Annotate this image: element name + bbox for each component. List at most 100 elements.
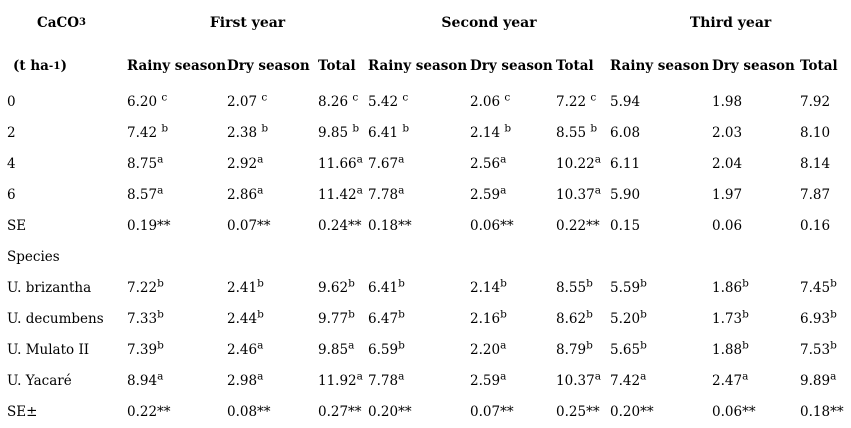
significance-letter: b <box>640 277 647 289</box>
table-cell: 8.10 <box>800 124 831 141</box>
table-cell: 9.85 b <box>318 122 360 141</box>
table-cell: 1.98 <box>712 93 743 110</box>
table-row: SE± 0.22** 0.08** 0.27** 0.20** 0.07** 0.25** 0… <box>0 396 851 427</box>
significance-letter: b <box>261 122 269 134</box>
significance-letter: c <box>590 91 597 103</box>
row-label: 2 <box>7 124 16 141</box>
table-cell: 7.22 c <box>556 91 597 110</box>
table-cell: 7.78a <box>368 370 405 389</box>
row-label: U. brizantha <box>7 279 92 296</box>
table-cell: 0.25** <box>556 403 600 420</box>
significance-letter: b <box>398 339 405 351</box>
significance-letter: a <box>356 153 363 165</box>
table-row: 2 7.42 b 2.38 b 9.85 b 6.41 b 2.14 b 8.55 b 6.0… <box>0 117 851 148</box>
table-cell: 6.08 <box>610 124 641 141</box>
table-cell: 0.06** <box>470 217 514 234</box>
row-label: 4 <box>7 155 16 172</box>
table-cell: 8.57a <box>127 184 164 203</box>
table-cell: 1.97 <box>712 186 743 203</box>
table-header: CaCO 3 (t ha -1) First year Second year Th… <box>0 0 851 86</box>
significance-letter: b <box>640 308 647 320</box>
table-cell: 10.37a <box>556 370 601 389</box>
row-label: Species <box>7 248 60 265</box>
table-cell: 9.77b <box>318 308 355 327</box>
table-cell: 1.86b <box>712 277 749 296</box>
significance-letter: a <box>500 153 507 165</box>
year-header-third: Third year <box>689 15 772 31</box>
table-cell: 8.55 b <box>556 122 598 141</box>
significance-letter: a <box>500 339 507 351</box>
year-header-first: First year <box>209 15 286 31</box>
col-header-dry-y3: Dry season <box>712 58 795 74</box>
table-row: 6 8.57a 2.86a 11.42a 7.78a 2.59a 10.37a 5.90 1.9… <box>0 179 851 210</box>
table-cell: 0.20** <box>368 403 412 420</box>
col-header-total-y2: Total <box>556 58 594 74</box>
table-body: 0 6.20 c 2.07 c 8.26 c 5.42 c 2.06 c 7.22 c 5.9… <box>0 86 851 427</box>
table-cell: 11.42a <box>318 184 363 203</box>
table-cell: 1.88b <box>712 339 749 358</box>
table-cell: 5.90 <box>610 186 641 203</box>
table-cell: 8.14 <box>800 155 831 172</box>
col-header-rainy-y1: Rainy season <box>127 58 227 74</box>
table-cell: 5.94 <box>610 93 641 110</box>
significance-letter: b <box>586 277 593 289</box>
table-cell: 7.33b <box>127 308 164 327</box>
table-cell: 6.11 <box>610 155 641 172</box>
row-label: SE± <box>7 403 38 420</box>
table-cell: 0.08** <box>227 403 271 420</box>
table-cell: 5.59b <box>610 277 647 296</box>
table-cell: 2.16b <box>470 308 507 327</box>
table-cell: 0.15 <box>610 217 641 234</box>
table-cell: 6.20 c <box>127 91 168 110</box>
table-cell: 2.44b <box>227 308 264 327</box>
significance-letter: b <box>742 308 749 320</box>
significance-letter: a <box>257 153 264 165</box>
significance-letter: a <box>500 184 507 196</box>
significance-letter: b <box>830 308 837 320</box>
significance-letter: b <box>157 339 164 351</box>
significance-letter: a <box>257 184 264 196</box>
table-cell <box>368 241 470 272</box>
table-cell: 2.38 b <box>227 122 269 141</box>
table-cell: 5.65b <box>610 339 647 358</box>
significance-letter: b <box>398 277 405 289</box>
table-cell: 8.26 c <box>318 91 359 110</box>
significance-letter: a <box>257 370 264 382</box>
significance-letter: b <box>352 122 360 134</box>
significance-letter: b <box>830 277 837 289</box>
table-row: U. Yacaré 8.94a 2.98a 11.92a 7.78a 2.59a 10.37… <box>0 365 851 396</box>
row-label: 0 <box>7 93 16 110</box>
significance-letter: a <box>157 153 164 165</box>
table-cell: 2.47a <box>712 370 749 389</box>
table-cell: 8.79b <box>556 339 593 358</box>
table-cell: 9.62b <box>318 277 355 296</box>
table-cell: 8.62b <box>556 308 593 327</box>
significance-letter: a <box>398 370 405 382</box>
table-row: U. brizantha 7.22b 2.41b 9.62b 6.41b 2.14b 8.5… <box>0 272 851 303</box>
table-row: U. Mulato II 7.39b 2.46a 9.85a 6.59b 2.20a 8.7… <box>0 334 851 365</box>
table-cell: 2.07 c <box>227 91 268 110</box>
significance-letter: a <box>594 370 601 382</box>
table-cell: 6.47b <box>368 308 405 327</box>
table-cell: 2.98a <box>227 370 264 389</box>
table-cell: 1.73b <box>712 308 749 327</box>
significance-letter: c <box>261 91 268 103</box>
table-cell <box>712 241 800 272</box>
row-label: 6 <box>7 186 16 203</box>
table-cell: 2.59a <box>470 370 507 389</box>
table-cell: 2.41b <box>227 277 264 296</box>
table-cell: 7.78a <box>368 184 405 203</box>
table-cell: 0.16 <box>800 217 831 234</box>
significance-letter: b <box>586 339 593 351</box>
significance-letter: b <box>586 308 593 320</box>
significance-letter: b <box>157 308 164 320</box>
significance-letter: b <box>257 277 264 289</box>
table-cell: 0.07** <box>227 217 271 234</box>
table-cell: 7.39b <box>127 339 164 358</box>
significance-letter: a <box>398 184 405 196</box>
table-cell: 2.14b <box>470 277 507 296</box>
significance-letter: c <box>504 91 511 103</box>
significance-letter: b <box>161 122 169 134</box>
table-cell: 2.59a <box>470 184 507 203</box>
